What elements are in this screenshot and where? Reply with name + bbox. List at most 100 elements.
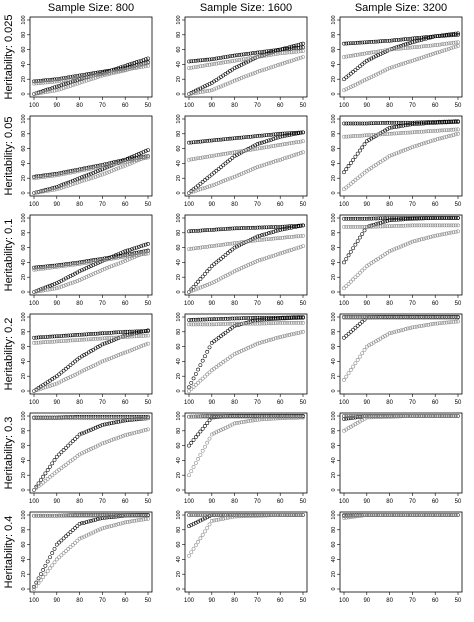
- data-point: [255, 234, 260, 239]
- data-point: [216, 335, 221, 340]
- data-point: [102, 71, 107, 76]
- data-point: [424, 35, 428, 40]
- series-3: [187, 49, 305, 70]
- data-point: [239, 226, 244, 231]
- data-point: [116, 330, 121, 335]
- data-point: [282, 414, 287, 419]
- series-1: [187, 513, 305, 528]
- data-point: [100, 416, 105, 421]
- data-point: [75, 454, 80, 459]
- x-tick-label: 60: [122, 202, 129, 208]
- data-point: [187, 191, 191, 195]
- data-point: [228, 136, 232, 141]
- data-point: [34, 416, 39, 421]
- data-point: [84, 337, 89, 342]
- data-point: [351, 246, 355, 251]
- data-point: [390, 120, 394, 125]
- plot-frame: [29, 16, 153, 98]
- data-point: [143, 156, 148, 160]
- data-point: [95, 513, 100, 518]
- data-point: [235, 65, 239, 69]
- x-tick-label: 70: [409, 499, 416, 505]
- data-point: [360, 79, 365, 84]
- data-point: [449, 216, 454, 220]
- data-point: [93, 331, 98, 336]
- data-point: [95, 165, 100, 170]
- data-point: [139, 244, 144, 248]
- data-point: [228, 54, 232, 59]
- data-point: [230, 155, 235, 160]
- data-point: [118, 434, 123, 439]
- data-point: [273, 336, 278, 341]
- data-point: [266, 225, 271, 230]
- data-point: [64, 377, 68, 382]
- x-tick-label: 100: [339, 400, 350, 406]
- data-point: [84, 74, 89, 79]
- data-point: [36, 335, 41, 340]
- data-point: [143, 428, 148, 432]
- data-point: [344, 284, 349, 288]
- data-point: [367, 51, 371, 55]
- data-point: [212, 138, 216, 143]
- data-point: [235, 58, 239, 63]
- data-point: [118, 416, 123, 421]
- data-point: [292, 44, 296, 48]
- data-point: [246, 263, 251, 267]
- data-point: [401, 327, 406, 332]
- y-tick-label: 80: [176, 329, 182, 335]
- data-point: [287, 141, 292, 146]
- data-point: [139, 151, 144, 155]
- data-point: [70, 373, 75, 378]
- x-tick-label: 100: [29, 598, 40, 604]
- data-point: [399, 217, 403, 222]
- data-point: [367, 76, 371, 80]
- data-point: [109, 438, 114, 442]
- data-point: [362, 60, 367, 65]
- data-point: [219, 317, 223, 321]
- data-point: [64, 366, 68, 371]
- data-point: [130, 334, 134, 339]
- data-point: [346, 416, 351, 421]
- data-point: [444, 223, 449, 228]
- data-point: [116, 254, 121, 258]
- plot-frame: [339, 412, 463, 494]
- data-point: [45, 569, 50, 574]
- data-point: [207, 514, 212, 518]
- data-point: [292, 321, 296, 325]
- data-point: [130, 253, 134, 258]
- data-point: [346, 41, 351, 46]
- x-tick-label: 60: [122, 598, 129, 604]
- y-tick-label: 80: [21, 428, 27, 434]
- plot-frame: [339, 214, 463, 296]
- data-point: [374, 72, 378, 77]
- data-point: [196, 380, 200, 385]
- data-point: [232, 245, 237, 250]
- data-point: [198, 317, 203, 322]
- data-point: [276, 51, 280, 56]
- data-point: [38, 513, 43, 518]
- data-point: [212, 431, 216, 436]
- data-point: [255, 55, 260, 59]
- data-point: [248, 414, 253, 419]
- data-point: [342, 335, 346, 340]
- data-point: [449, 127, 454, 132]
- data-point: [52, 286, 57, 291]
- data-point: [232, 316, 237, 321]
- data-point: [426, 121, 431, 126]
- data-point: [214, 243, 219, 248]
- data-point: [43, 340, 48, 345]
- data-point: [100, 441, 105, 446]
- data-point: [116, 416, 121, 421]
- data-point: [118, 255, 123, 260]
- data-point: [43, 266, 48, 271]
- data-point: [280, 316, 285, 321]
- data-point: [444, 320, 449, 325]
- data-point: [260, 133, 264, 138]
- data-point: [207, 138, 212, 143]
- data-point: [396, 414, 401, 418]
- x-tick-label: 60: [277, 499, 284, 505]
- data-point: [219, 180, 223, 184]
- data-point: [253, 134, 257, 139]
- data-point: [262, 232, 267, 237]
